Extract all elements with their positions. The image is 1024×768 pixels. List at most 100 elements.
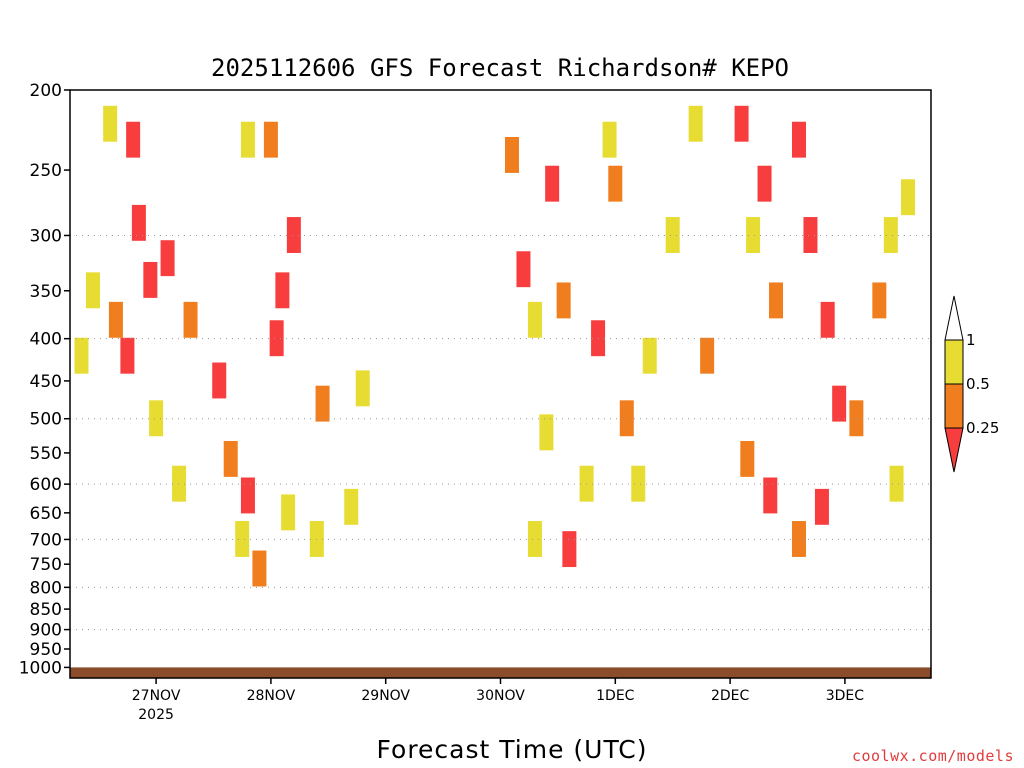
ri-cell [562, 531, 577, 568]
ri-cell [803, 217, 818, 253]
ri-cell [889, 465, 904, 502]
ri-cell [539, 414, 554, 451]
ri-cell [901, 179, 916, 216]
x-axis: 27NOV 2025 28NOV 29NOV 30NOV 1DEC 2DEC 3DEC [132, 678, 864, 723]
y-axis: 200 250 300 350 400 450 500 550 600 650 700 750 8008… [19, 81, 70, 678]
ri-cell [355, 370, 370, 407]
y-tick-label: 300 [30, 226, 62, 246]
y-tick-label: 600 [30, 475, 62, 495]
x-tick-label: 27NOV [132, 688, 181, 704]
ri-cell [85, 272, 100, 309]
y-tick-label: 900 [30, 621, 62, 641]
ri-cell [504, 137, 519, 173]
colorbar-label: 0.5 [966, 375, 990, 393]
colorbar-segment-gt-1 [944, 295, 964, 341]
y-tick-label: 1000 [19, 658, 62, 678]
chart-title: 2025112606 GFS Forecast Richardson# KEPO [211, 54, 789, 82]
ri-cell [631, 465, 646, 502]
credit-text[interactable]: coolwx.com/models [852, 747, 1014, 765]
ri-cell [131, 204, 146, 241]
y-tick-label: 700 [30, 530, 62, 550]
ground-layer [70, 667, 931, 678]
ri-cell [252, 550, 267, 587]
y-tick-label: 800 [30, 578, 62, 598]
colorbar-label: 0.25 [966, 419, 999, 437]
ri-cell [315, 385, 330, 422]
ri-cell [74, 337, 89, 374]
ri-cell [103, 105, 118, 142]
ri-cell [149, 400, 164, 437]
ri-cell [172, 465, 187, 502]
colorbar-segment-0.5-1 [944, 339, 964, 385]
ri-cell [527, 521, 542, 557]
ri-cell [160, 240, 175, 277]
ri-cell [120, 337, 135, 374]
ri-cell [700, 337, 715, 374]
x-tick-label: 1DEC [596, 688, 635, 704]
ri-cell [143, 261, 158, 298]
ri-cell [791, 121, 806, 158]
ri-cell [642, 337, 657, 374]
plot-background [70, 90, 931, 678]
colorbar-segment-lt-0.25 [944, 427, 964, 473]
ri-cell [516, 251, 531, 288]
ri-cell [527, 301, 542, 338]
ri-cell [814, 488, 829, 525]
x-tick-year: 2025 [138, 707, 174, 723]
y-tick-label: 250 [30, 161, 62, 181]
y-tick-label: 950 [30, 640, 62, 660]
ri-cell [281, 494, 296, 531]
ri-cell [608, 165, 623, 202]
ri-cell [240, 477, 255, 514]
ri-cell [791, 521, 806, 557]
y-tick-label: 400 [30, 330, 62, 350]
colorbar-segment-0.25-0.5 [944, 383, 964, 429]
y-tick-label: 200 [30, 81, 62, 101]
ri-cell [108, 301, 123, 338]
ri-cell [212, 362, 227, 399]
ri-cell [734, 105, 749, 142]
y-tick-label: 350 [30, 282, 62, 302]
ri-cell [746, 217, 761, 253]
x-tick-label: 2DEC [711, 688, 750, 704]
ri-cell [235, 521, 250, 557]
ri-cell [223, 440, 238, 477]
ri-cell [344, 488, 359, 525]
y-tick-label: 850 [30, 600, 62, 620]
ri-cell [183, 301, 198, 338]
ground [70, 667, 931, 678]
y-tick-label: 500 [30, 410, 62, 430]
colorbar-label: 1 [966, 331, 976, 349]
ri-cell [757, 165, 772, 202]
ri-cell [832, 385, 847, 422]
ri-cell [665, 217, 680, 253]
ri-cell [820, 301, 835, 338]
ri-cell [619, 400, 634, 437]
ri-cell [740, 440, 755, 477]
ri-cell [602, 121, 617, 158]
ri-cell [240, 121, 255, 158]
x-axis-label: Forecast Time (UTC) [377, 735, 648, 764]
y-tick-label: 650 [30, 504, 62, 524]
ri-cell [883, 217, 898, 253]
ri-cell [763, 477, 778, 514]
y-tick-label: 750 [30, 555, 62, 575]
y-tick-label: 450 [30, 372, 62, 392]
plot-area [70, 90, 931, 678]
ri-cell [263, 121, 278, 158]
ri-cell [269, 320, 284, 357]
ri-cell [275, 272, 290, 309]
colorbar: 1 0.5 0.25 [944, 295, 999, 473]
ri-cell [556, 282, 571, 319]
ri-cell [872, 282, 887, 319]
ri-cell [545, 165, 560, 202]
y-tick-label: 550 [30, 444, 62, 464]
x-tick-label: 3DEC [826, 688, 865, 704]
ri-cell [126, 121, 141, 158]
x-tick-label: 29NOV [361, 688, 410, 704]
ri-cell [286, 217, 301, 253]
x-tick-label: 30NOV [476, 688, 525, 704]
ri-cell [688, 105, 703, 142]
x-tick-label: 28NOV [247, 688, 296, 704]
